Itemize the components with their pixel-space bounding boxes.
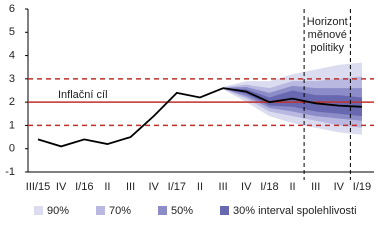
legend-swatch [158, 206, 167, 215]
x-tick-label: II [104, 181, 110, 193]
legend-label: 70% [109, 205, 131, 217]
x-tick-label: IV [241, 181, 252, 193]
y-tick-label: 2 [9, 96, 15, 108]
y-tick-label: -1 [5, 166, 15, 178]
x-tick-label: I/16 [75, 181, 93, 193]
y-tick-label: 5 [9, 26, 15, 38]
x-tick-label: III [311, 181, 320, 193]
y-tick-label: 0 [9, 143, 15, 155]
x-tick-label: IV [56, 181, 67, 193]
legend-swatch [220, 206, 229, 215]
horizon-label: politiky [310, 42, 344, 54]
x-tick-label: I/17 [168, 181, 186, 193]
x-tick-label: III [126, 181, 135, 193]
inflation-line [37, 87, 363, 148]
x-tick-label: IV [148, 181, 159, 193]
legend-label: 30% interval spolehlivosti [233, 205, 357, 217]
horizon-label: Horizont [307, 16, 348, 28]
legend-swatch [96, 206, 105, 215]
y-tick-label: 3 [9, 73, 15, 85]
x-tick-label: III/15 [26, 181, 50, 193]
x-tick-label: II [289, 181, 295, 193]
x-tick-label: I/18 [260, 181, 278, 193]
y-tick-label: 4 [9, 49, 15, 61]
x-tick-label: III [219, 181, 228, 193]
x-tick-label: I/19 [353, 181, 371, 193]
y-tick-label: 6 [9, 3, 15, 15]
target-label: Inflační cíl [58, 89, 108, 101]
chart: -1 0 1 2 3 4 5 6 Inflační cíl Horizontměnovépolit… [5, 3, 374, 217]
x-tick-label: II [197, 181, 203, 193]
x-tick-label: IV [334, 181, 345, 193]
legend-label: 90% [47, 205, 69, 217]
legend-label: 50% [171, 205, 193, 217]
y-tick-label: 1 [9, 119, 15, 131]
horizon-label: měnové [308, 29, 347, 41]
legend-swatch [34, 206, 43, 215]
